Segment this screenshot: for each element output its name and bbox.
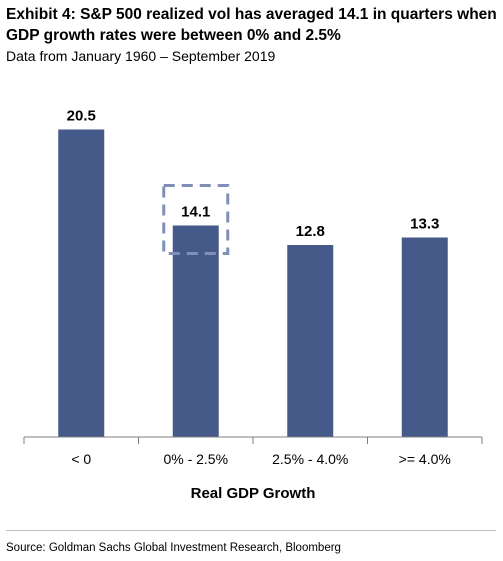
category-label-3: 2.5% - 4.0%: [272, 451, 348, 467]
data-label-4: 13.3: [410, 216, 439, 233]
bar-3: [287, 245, 334, 437]
data-label-3: 12.8: [296, 223, 325, 240]
bar-2: [172, 225, 219, 437]
category-label-4: >= 4.0%: [399, 451, 451, 467]
bar-4: [401, 237, 448, 437]
chart-title: Exhibit 4: S&P 500 realized vol has aver…: [6, 6, 497, 44]
bar-chart: 20.5 < 0 14.1 0% - 2.5% 12.8 2.5% - 4.0% 13.3 >…: [23, 108, 483, 502]
category-label-1: < 0: [71, 451, 91, 467]
chart-subtitle: Data from January 1960 – September 2019: [6, 48, 276, 64]
bar-1: [58, 129, 105, 437]
x-axis-label: Real GDP Growth: [191, 485, 316, 502]
source-divider: [6, 530, 496, 531]
data-label-2: 14.1: [181, 204, 210, 221]
highlight-box: [162, 184, 230, 255]
data-label-1: 20.5: [67, 108, 96, 125]
source-note: Source: Goldman Sachs Global Investment …: [6, 542, 341, 554]
category-label-2: 0% - 2.5%: [163, 451, 228, 467]
